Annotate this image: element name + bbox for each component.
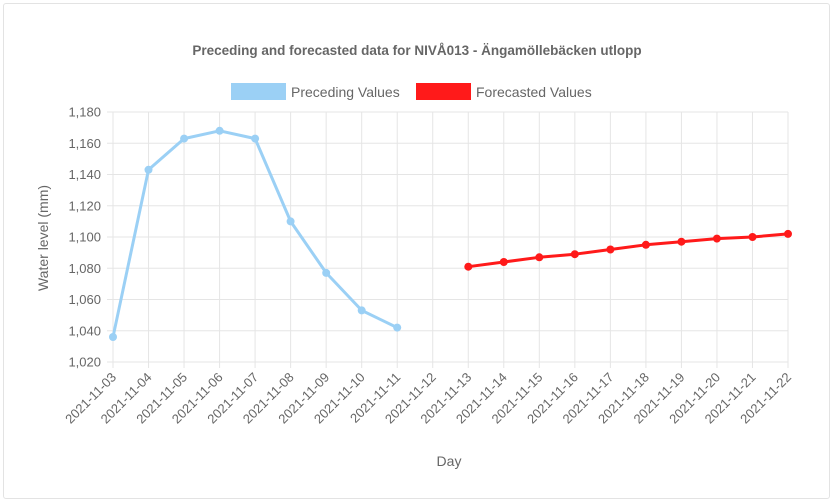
legend-swatch-forecasted: [416, 83, 471, 100]
y-tick-label: 1,120: [68, 198, 101, 213]
series-line-1: [468, 232, 789, 269]
legend: Preceding Values Forecasted Values: [231, 83, 592, 100]
legend-item-preceding[interactable]: Preceding Values: [231, 83, 400, 100]
data-point[interactable]: [286, 217, 295, 226]
y-axis-ticks: 1,020 1,040 1,060 1,080 1,100 1,120 1,140 1,160…: [68, 105, 101, 370]
data-point[interactable]: [677, 237, 686, 246]
data-point[interactable]: [144, 165, 153, 174]
legend-item-forecasted[interactable]: Forecasted Values: [416, 83, 592, 100]
data-point[interactable]: [712, 234, 721, 243]
y-tick-label: 1,180: [68, 105, 101, 120]
legend-label-forecasted: Forecasted Values: [476, 84, 592, 100]
x-axis-ticks: 2021-11-032021-11-042021-11-052021-11-06…: [62, 370, 794, 427]
data-point[interactable]: [109, 333, 117, 341]
y-axis-label: Water level (mm): [35, 185, 51, 291]
legend-swatch-preceding: [231, 83, 286, 100]
chart-title: Preceding and forecasted data for NIVÅ01…: [192, 43, 641, 58]
data-point[interactable]: [535, 253, 544, 262]
y-tick-label: 1,080: [68, 261, 101, 276]
data-point[interactable]: [393, 323, 402, 332]
y-tick-label: 1,160: [68, 136, 101, 151]
plot-area: [109, 126, 792, 341]
data-point[interactable]: [499, 258, 508, 266]
data-point[interactable]: [606, 245, 615, 254]
y-tick-label: 1,060: [68, 292, 101, 307]
y-tick-label: 1,100: [68, 230, 101, 245]
y-tick-label: 1,040: [68, 323, 101, 338]
data-point[interactable]: [570, 250, 579, 259]
legend-label-preceding: Preceding Values: [291, 84, 400, 100]
data-point[interactable]: [251, 134, 260, 143]
x-axis-label: Day: [437, 453, 462, 469]
y-tick-label: 1,140: [68, 167, 101, 182]
gridlines: [107, 111, 789, 368]
data-point[interactable]: [180, 134, 189, 143]
data-point[interactable]: [215, 126, 224, 135]
data-point[interactable]: [464, 262, 473, 271]
data-point[interactable]: [784, 229, 792, 238]
data-point[interactable]: [641, 240, 650, 249]
data-point[interactable]: [322, 268, 331, 277]
data-point[interactable]: [357, 306, 366, 315]
data-point[interactable]: [748, 233, 757, 241]
y-tick-label: 1,020: [68, 355, 101, 370]
